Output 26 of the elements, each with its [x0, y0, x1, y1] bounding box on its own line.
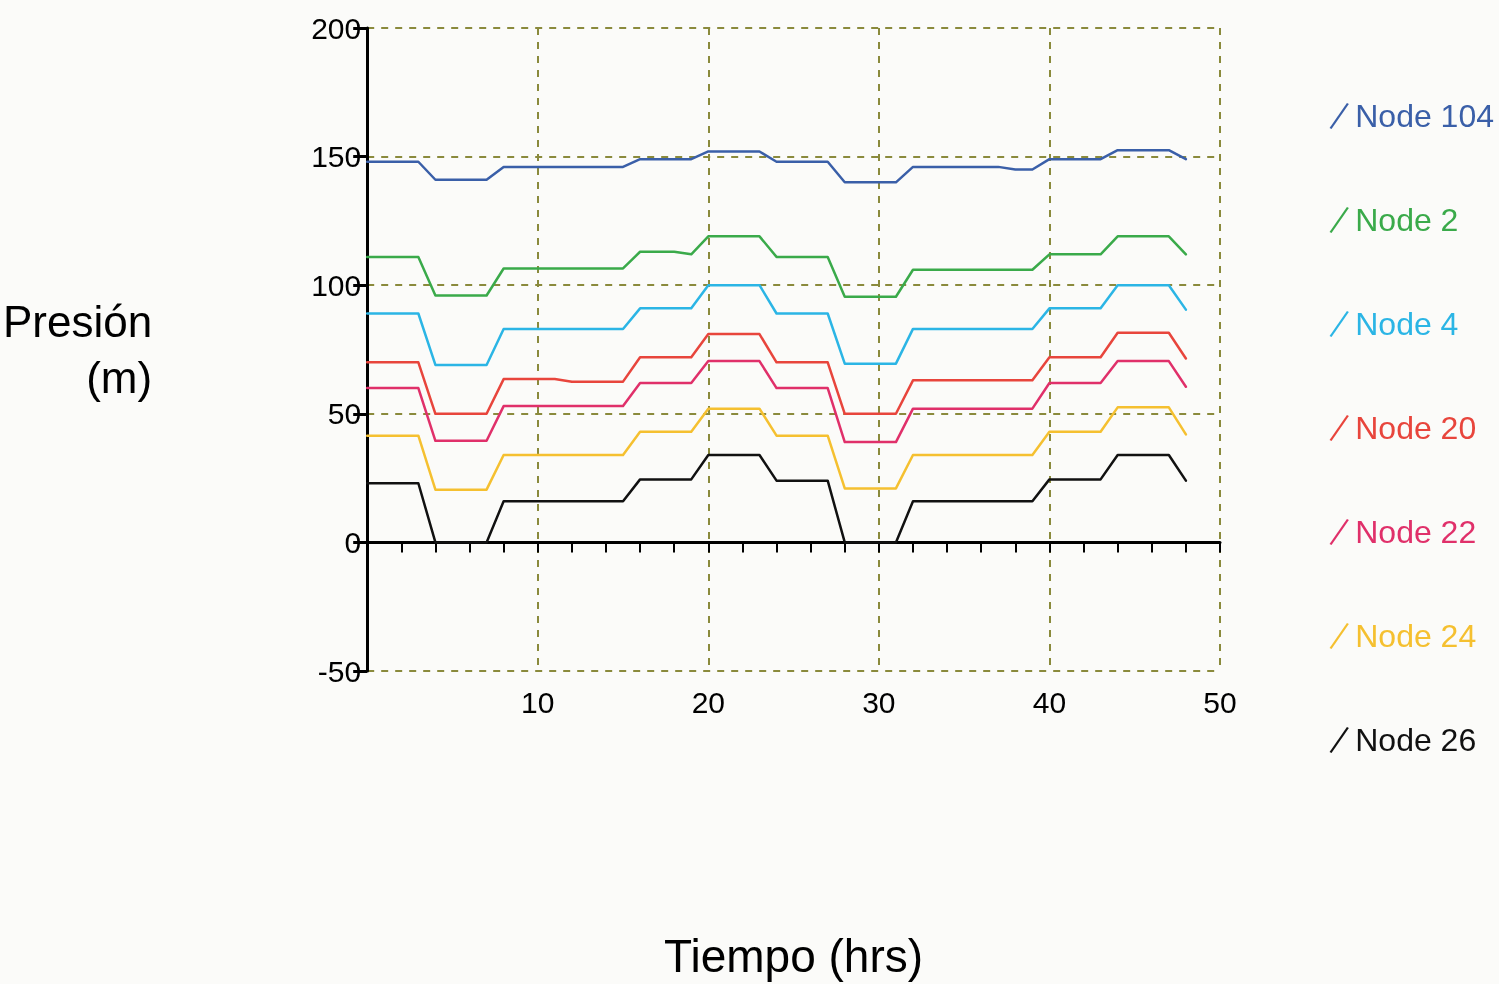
y-tick-label: 50: [327, 397, 362, 431]
line-series: [365, 235, 1188, 299]
line-series: [365, 359, 1188, 444]
line-series: [365, 283, 1188, 367]
line-series: [365, 453, 1188, 544]
x-tick-label: 30: [862, 685, 896, 719]
line-series: [365, 148, 1188, 184]
line-series: [365, 406, 1188, 491]
legend-label: Node 104: [1355, 98, 1494, 134]
y-tick-label: 200: [311, 11, 362, 45]
x-tick-label: 20: [691, 685, 725, 719]
x-tick-label: 50: [1203, 685, 1237, 719]
line-series: [365, 331, 1188, 416]
legend-label: Node 22: [1355, 514, 1477, 550]
x-tick-label: 10: [521, 685, 555, 719]
y-tick-label: 150: [311, 140, 362, 174]
legend-label: Node 20: [1355, 410, 1477, 446]
y-axis-title: Presión (m): [3, 297, 153, 402]
legend-label: Node 26: [1355, 722, 1477, 758]
legend-label: Node 24: [1355, 618, 1477, 654]
y-tick-label: 100: [311, 268, 362, 302]
x-axis-title: Tiempo (hrs): [664, 930, 924, 982]
x-tick-label: 40: [1032, 685, 1067, 719]
legend-label: Node 4: [1355, 306, 1459, 342]
legend-label: Node 2: [1355, 202, 1459, 238]
y-tick-label: -50: [317, 654, 362, 688]
